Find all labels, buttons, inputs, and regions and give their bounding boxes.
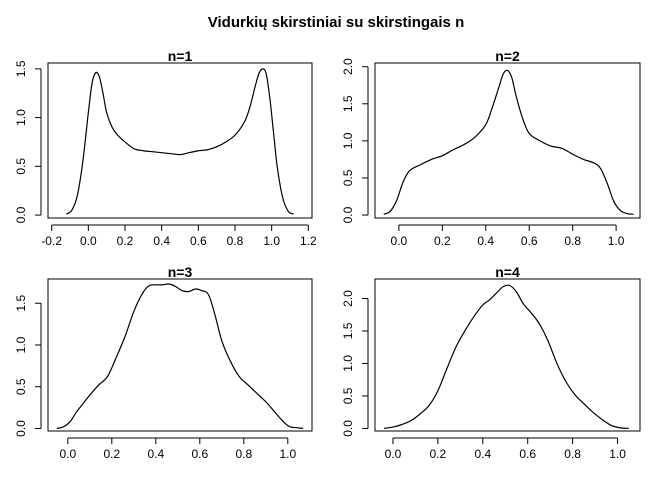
panel-title: n=2 <box>495 48 520 64</box>
y-tick-label: 0.0 <box>341 420 355 437</box>
density-line <box>383 284 629 429</box>
y-tick-label: 1.5 <box>341 322 355 339</box>
y-tick-label: 1.0 <box>14 109 28 126</box>
y-tick-label: 0.5 <box>14 158 28 175</box>
y-tick-label: 0.0 <box>14 420 28 437</box>
density-line <box>56 283 304 430</box>
x-tick-label: 0.0 <box>391 234 408 248</box>
y-tick-label: 1.0 <box>341 355 355 372</box>
y-tick-label: 0.0 <box>14 206 28 223</box>
x-tick-label: 1.0 <box>609 447 626 461</box>
panel-title: n=4 <box>495 264 520 280</box>
panel-title: n=3 <box>168 264 193 280</box>
x-tick-label: 0.8 <box>235 447 252 461</box>
y-tick-label: 0.0 <box>341 206 355 223</box>
x-tick-label: 0.0 <box>59 447 76 461</box>
y-tick-label: 1.5 <box>14 60 28 77</box>
x-tick-label: 1.2 <box>300 234 317 248</box>
chart-title: Vidurkių skirstiniai su skirstingais n <box>208 14 464 31</box>
x-tick-label: 0.6 <box>190 234 207 248</box>
chart-panels: n=1 -0.2 0.0 0.2 0.4 0.6 0.8 1.0 1.2 0.0 0.5 1.0 1.5… <box>14 48 641 461</box>
x-tick-label: 0.6 <box>521 234 538 248</box>
chart-panel-4: n=4 0.0 0.2 0.4 0.6 0.8 1.0 0.0 0.5 1.0 1.5 2.0 <box>341 264 641 461</box>
y-tick-label: 1.0 <box>14 336 28 353</box>
x-tick-label: 0.6 <box>519 447 536 461</box>
x-tick-label: 0.4 <box>153 234 170 248</box>
chart-panel-2: n=2 0.0 0.2 0.4 0.6 0.8 1.0 0.0 0.5 1.0 1.5 2.0 <box>341 48 641 248</box>
chart-panel-1: n=1 -0.2 0.0 0.2 0.4 0.6 0.8 1.0 1.2 0.0 0.5 1.0 1.5 <box>14 48 317 248</box>
x-tick-label: 0.2 <box>103 447 120 461</box>
x-tick-label: 0.2 <box>434 234 451 248</box>
chart-panel-3: n=3 0.0 0.2 0.4 0.6 0.8 1.0 0.0 0.5 1.0 1.5 <box>14 264 313 461</box>
x-tick-label: 0.2 <box>430 447 447 461</box>
x-tick-label: 1.0 <box>279 447 296 461</box>
x-tick-label: -0.2 <box>41 234 62 248</box>
y-tick-label: 1.5 <box>341 95 355 112</box>
plot-frame <box>374 278 641 432</box>
x-tick-label: 0.0 <box>80 234 97 248</box>
x-tick-label: 0.2 <box>117 234 134 248</box>
x-tick-label: 0.8 <box>564 447 581 461</box>
x-tick-label: 0.8 <box>227 234 244 248</box>
plot-frame <box>47 278 313 432</box>
x-tick-label: 0.4 <box>147 447 164 461</box>
plot-frame <box>47 62 313 219</box>
x-tick-label: 0.8 <box>564 234 581 248</box>
y-tick-label: 0.5 <box>341 169 355 186</box>
x-tick-label: 1.0 <box>263 234 280 248</box>
y-tick-label: 1.5 <box>14 295 28 312</box>
density-line <box>65 68 294 215</box>
x-tick-label: 0.0 <box>385 447 402 461</box>
density-line <box>383 69 634 215</box>
y-tick-label: 0.5 <box>14 378 28 395</box>
plot-frame <box>374 62 641 219</box>
x-tick-label: 0.4 <box>477 234 494 248</box>
y-tick-label: 0.5 <box>341 387 355 404</box>
x-tick-label: 0.6 <box>191 447 208 461</box>
x-tick-label: 0.4 <box>474 447 491 461</box>
x-tick-label: 1.0 <box>608 234 625 248</box>
y-tick-label: 2.0 <box>341 290 355 307</box>
panel-title: n=1 <box>168 48 193 64</box>
y-tick-label: 2.0 <box>341 58 355 75</box>
y-tick-label: 1.0 <box>341 132 355 149</box>
